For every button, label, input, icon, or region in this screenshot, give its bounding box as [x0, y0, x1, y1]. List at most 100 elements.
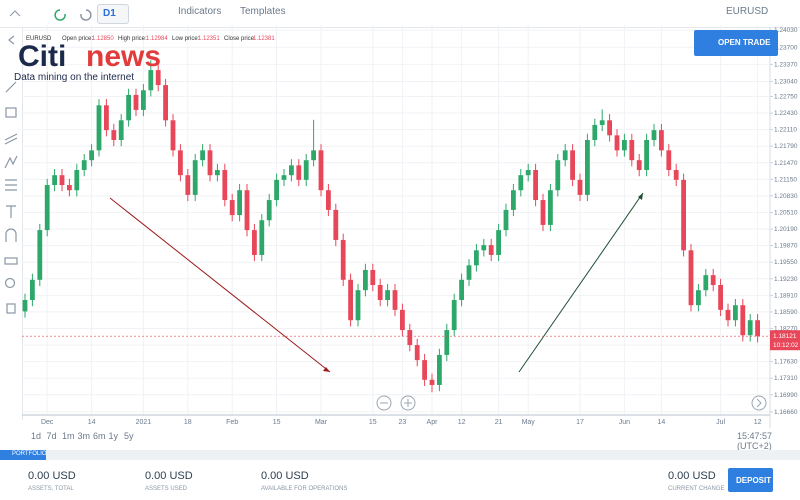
countdown-label: 10:12:02 [773, 342, 799, 349]
info-low: 1.12351 [198, 36, 220, 42]
tool-pattern[interactable] [4, 155, 18, 169]
candle-body [118, 120, 124, 140]
candle-body [474, 250, 479, 266]
deposit-button[interactable]: DEPOSIT [728, 468, 773, 492]
x-tick-label: 12 [458, 419, 466, 426]
tool-zoom[interactable] [4, 277, 16, 289]
x-tick-label: May [522, 419, 536, 426]
range-button[interactable]: 7d [46, 431, 57, 441]
tool-fib[interactable] [5, 179, 17, 191]
candle-body [52, 175, 57, 186]
tool-channel[interactable] [4, 133, 18, 145]
candle-body [89, 150, 94, 161]
x-tick-label: Mar [315, 419, 328, 426]
range-button[interactable]: 1d [31, 431, 42, 441]
tool-rect[interactable] [5, 107, 17, 118]
available-label: AVAILABLE FOR OPERATIONS [261, 486, 348, 492]
candle-body [377, 285, 383, 301]
tool-collapse[interactable] [8, 35, 15, 45]
candle-body [673, 170, 679, 180]
y-tick-label: 1.19230 [774, 276, 798, 283]
symbol-selector[interactable]: EURUSD [726, 6, 769, 17]
candle-body [318, 150, 324, 191]
tool-delete[interactable] [6, 303, 16, 314]
candle-body [133, 94, 139, 110]
range-button[interactable]: 3m [77, 431, 91, 441]
candle-body [496, 230, 501, 255]
candle-body [104, 105, 109, 131]
range-button[interactable]: 1m [62, 431, 75, 441]
range-bar: 1d 7d 1m 3m 6m 1y 5y 15:47:57 (UTC+2) [0, 429, 800, 451]
candle-body [666, 150, 672, 171]
indicators-button[interactable]: Indicators [178, 6, 222, 17]
assets-used-label: ASSETS USED [145, 486, 188, 492]
candle-body [207, 150, 213, 176]
candle-body [622, 139, 627, 151]
candle-body [259, 220, 265, 255]
candle-body [651, 130, 657, 140]
x-tick-label: 17 [576, 419, 584, 426]
candle-body [659, 130, 664, 151]
candle-body [340, 239, 346, 280]
x-tick-label: 12 [754, 419, 762, 426]
candle-body [222, 170, 228, 201]
scroll-right-icon [756, 398, 762, 408]
candle-body [44, 185, 50, 231]
tool-text[interactable] [6, 205, 16, 218]
tool-line[interactable] [5, 81, 17, 93]
portfolio-label: PORTFOLIO [12, 451, 47, 457]
logo-tagline: Data mining on the internet [14, 72, 134, 83]
x-tick-label: 15 [369, 419, 377, 426]
candle-body [30, 279, 35, 301]
tool-measure[interactable] [4, 257, 18, 265]
candle-body [111, 130, 117, 140]
redo-icon[interactable] [80, 9, 92, 21]
y-tick-label: 1.18910 [774, 292, 798, 299]
candle-body [155, 70, 161, 86]
y-tick-label: 1.21470 [774, 160, 798, 167]
down-arrow-head [323, 367, 330, 372]
templates-button[interactable]: Templates [240, 6, 286, 17]
candle-body [266, 200, 272, 221]
collapse-icon[interactable] [9, 10, 21, 17]
timeframe: D1 [103, 8, 116, 19]
y-tick-label: 1.22110 [774, 127, 797, 134]
candle-body [444, 330, 450, 355]
down-arrow [109, 197, 331, 373]
timeframe-button[interactable]: D1 [97, 4, 129, 24]
candle-body [141, 90, 146, 110]
scroll-right[interactable] [751, 395, 767, 411]
candle-body [481, 245, 487, 251]
candle-body [466, 265, 472, 280]
candle-body [311, 150, 316, 161]
info-close: 1.12381 [253, 36, 275, 42]
candle-body [696, 290, 701, 306]
candle-body [326, 190, 331, 210]
candle-body [747, 320, 753, 336]
x-tick-label: 15 [273, 419, 281, 426]
candle-body [281, 175, 287, 180]
tool-magnet[interactable] [5, 228, 17, 242]
deposit-label: DEPOSIT [736, 476, 772, 485]
zoom-in-icon [404, 399, 412, 407]
candle-body [385, 290, 390, 301]
portfolio-tab[interactable]: PORTFOLIO [0, 450, 47, 460]
candle-body [681, 179, 686, 251]
candle-body [636, 160, 642, 171]
undo-icon[interactable] [54, 9, 66, 21]
y-tick-label: 1.21150 [774, 176, 797, 183]
range-button[interactable]: 6m [93, 431, 106, 441]
candle-body [644, 139, 649, 171]
assets-used-value: 0.00 USD [145, 470, 193, 482]
grid [22, 25, 773, 415]
range-button[interactable]: 5y [124, 431, 134, 441]
range-button[interactable]: 1y [108, 431, 119, 441]
candle-body [170, 120, 176, 151]
candle-body [733, 305, 738, 321]
y-tick-label: 1.17630 [774, 359, 798, 366]
candle-body [422, 360, 427, 380]
candle-body [562, 150, 568, 161]
current-change-label: CURRENT CHANGE [668, 486, 725, 492]
y-tick-label: 1.22430 [774, 110, 798, 117]
open-trade-button[interactable]: OPEN TRADE [694, 30, 778, 56]
